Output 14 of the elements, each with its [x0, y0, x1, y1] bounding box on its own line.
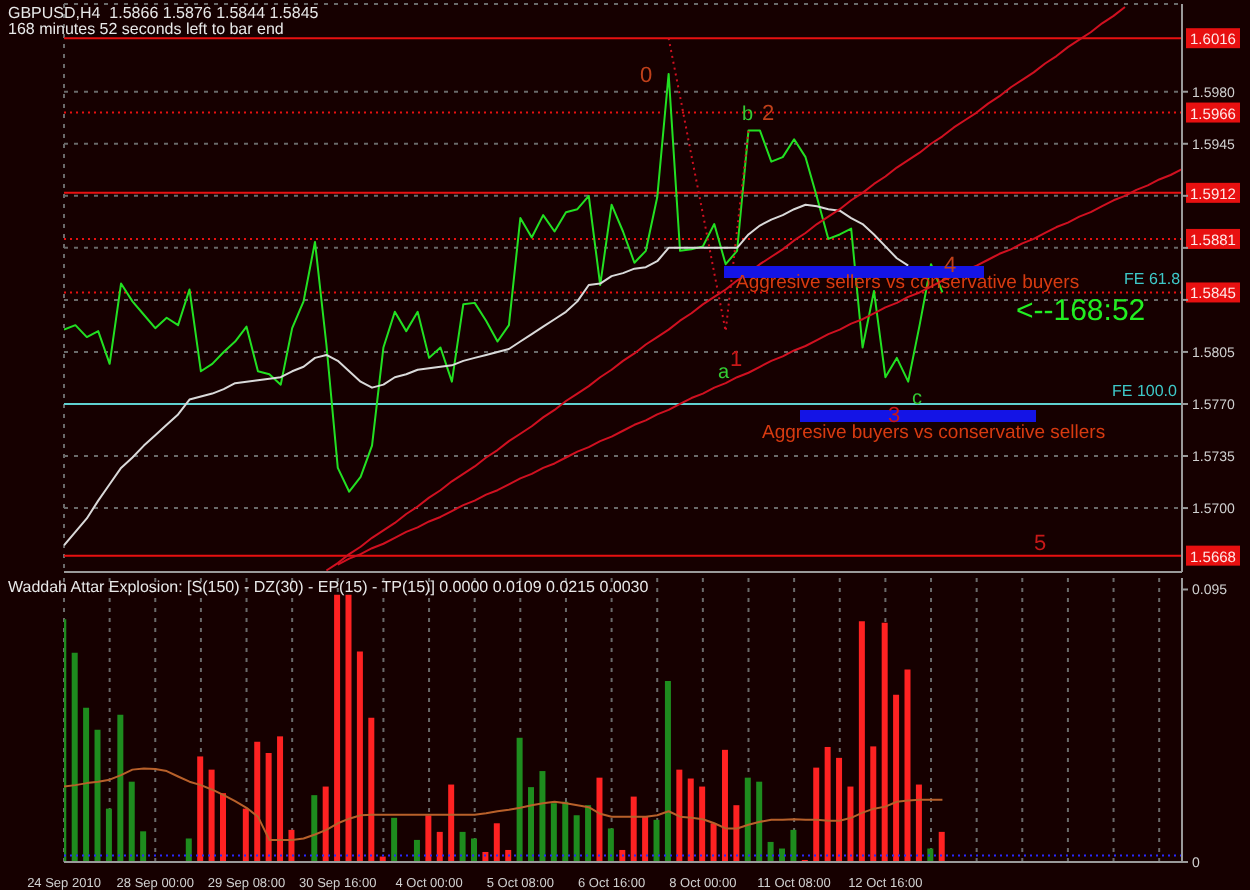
annotation: <--168:52 — [1016, 294, 1146, 328]
annotation: 1 — [730, 348, 743, 372]
chart-title: Waddah Attar Explosion: [S(150) - DZ(30) - EP(15) - TP(15)] 0.0000 0.0109 0.0215 0.0030 — [8, 578, 649, 596]
annotation: FE 100.0 — [1112, 382, 1177, 400]
annotation: 2 — [762, 102, 775, 127]
annotation: 3 — [888, 404, 901, 428]
annotation: b — [742, 103, 754, 126]
annotation: FE 61.8 — [1124, 270, 1181, 288]
text: 168 minutes 52 seconds left to bar end — [8, 20, 284, 38]
annotation: a — [718, 362, 730, 385]
chart-title: GBPUSD,H4 1.5866 1.5876 1.5844 1.5845 — [8, 4, 319, 22]
annotation: 0 — [640, 64, 653, 88]
annotation: 5 — [1034, 532, 1047, 556]
annotation: Aggresive buyers vs conservative sellers — [762, 422, 1106, 444]
